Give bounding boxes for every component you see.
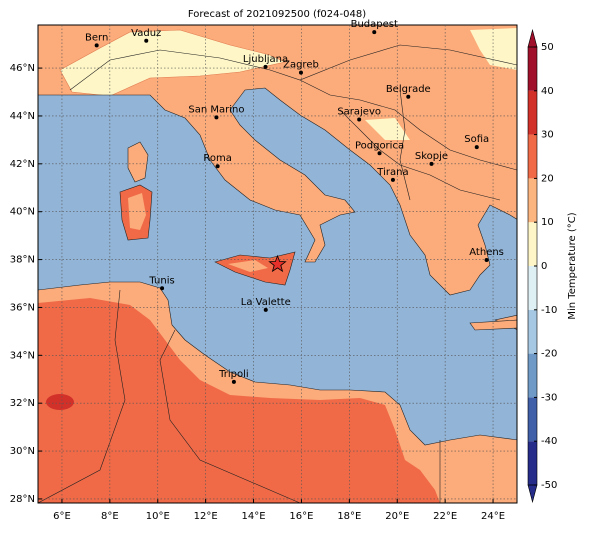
colorbar-tick-label: -40: [541, 436, 557, 447]
city-dot: [484, 258, 489, 263]
city-dot: [263, 307, 268, 312]
city-dot: [215, 164, 220, 169]
plot-frame: [37, 24, 518, 504]
border: [38, 289, 126, 503]
x-tick-label: 12°E: [194, 511, 218, 522]
colorbar-segment: [528, 90, 537, 135]
city-label: Belgrade: [386, 84, 431, 95]
x-tick-label: 18°E: [337, 511, 361, 522]
x-tick-label: 6°E: [53, 511, 71, 522]
city-dot: [298, 70, 303, 75]
colorbar-tick-label: 40: [541, 86, 554, 97]
colorbar-tick-label: 20: [541, 173, 554, 184]
crete: [469, 319, 517, 331]
city-dot: [160, 286, 165, 291]
city-label: Budapest: [351, 19, 398, 30]
y-tick-label: 36°N: [10, 302, 35, 313]
city-dot: [474, 145, 479, 150]
colorbar-tick-label: 30: [541, 130, 554, 141]
x-tick-label: 22°E: [433, 511, 457, 522]
border: [69, 44, 517, 91]
city-label: Bern: [85, 32, 108, 43]
colorbar-segment: [528, 397, 537, 442]
city-dot: [377, 151, 382, 156]
colorbar-label: Min Temperature (°C): [567, 212, 578, 319]
x-tick-label: 10°E: [146, 511, 170, 522]
sicily-inner: [228, 260, 268, 272]
colorbar-extend: [527, 484, 538, 504]
city-dot: [429, 161, 434, 166]
colorbar-segment: [528, 222, 537, 266]
city-dot: [263, 64, 268, 69]
city-label: Tunis: [148, 275, 174, 286]
cold-zone: [470, 28, 517, 70]
y-tick-label: 28°N: [10, 494, 35, 505]
city-label: La Valette: [241, 297, 291, 308]
city-dot: [390, 177, 395, 182]
city-label: Zagreb: [283, 60, 319, 71]
city-label: Sofia: [464, 134, 489, 145]
city-dot: [357, 117, 362, 122]
y-tick-label: 34°N: [10, 350, 35, 361]
x-tick-label: 14°E: [242, 511, 266, 522]
city-dot: [372, 30, 377, 35]
city-dot: [231, 379, 236, 384]
city-dot: [144, 38, 149, 43]
y-tick-label: 46°N: [10, 63, 35, 74]
colorbar-segment: [528, 266, 537, 310]
colorbar-tick-label: -30: [541, 392, 557, 403]
city-dot: [94, 43, 99, 48]
colorbar-tick-label: 10: [541, 217, 554, 228]
cold-zone: [365, 118, 410, 140]
colorbar-extend: [527, 28, 538, 48]
border: [339, 109, 501, 201]
y-tick-label: 40°N: [10, 207, 35, 218]
hot-zone: [46, 394, 74, 410]
colorbar-segment: [528, 178, 537, 223]
x-tick-label: 20°E: [385, 511, 409, 522]
city-label: Athens: [469, 247, 504, 258]
colorbar-tick-label: -20: [541, 349, 557, 360]
city-label: Podgorica: [355, 140, 404, 151]
city-label: Skopje: [415, 151, 448, 162]
y-tick-label: 44°N: [10, 111, 35, 122]
marker-star: [268, 254, 287, 273]
city-label: Sarajevo: [337, 107, 381, 118]
city-label: Ljubljana: [243, 54, 288, 65]
border: [159, 329, 301, 503]
y-tick-label: 30°N: [10, 446, 35, 457]
border: [399, 89, 411, 201]
city-label: Tirana: [376, 167, 408, 178]
colorbar-segment: [528, 353, 537, 398]
city-label: Tripoli: [218, 369, 249, 380]
city-label: San Marino: [188, 104, 244, 115]
y-tick-label: 32°N: [10, 398, 35, 409]
chart-title: Forecast of 2021092500 (f024-048): [188, 9, 366, 20]
colorbar-segment: [528, 441, 537, 485]
border: [299, 79, 517, 171]
city-label: Roma: [203, 153, 232, 164]
city-dot: [214, 115, 219, 120]
colorbar-tick-label: 50: [541, 42, 554, 53]
colorbar-segment: [528, 309, 537, 354]
colorbar-tick-label: -10: [541, 305, 557, 316]
x-tick-label: 8°E: [101, 511, 119, 522]
colorbar-segment: [528, 134, 537, 179]
y-tick-label: 42°N: [10, 159, 35, 170]
colorbar-tick-label: 0: [541, 261, 547, 272]
colorbar-tick-label: -50: [541, 480, 557, 491]
colorbar-segment: [528, 47, 537, 91]
city-dot: [406, 94, 411, 99]
x-tick-label: 24°E: [481, 511, 505, 522]
city-label: Vaduz: [131, 28, 161, 39]
warm-zone: [38, 298, 440, 503]
corsica: [127, 141, 149, 183]
y-tick-label: 38°N: [10, 255, 35, 266]
x-tick-label: 16°E: [289, 511, 313, 522]
